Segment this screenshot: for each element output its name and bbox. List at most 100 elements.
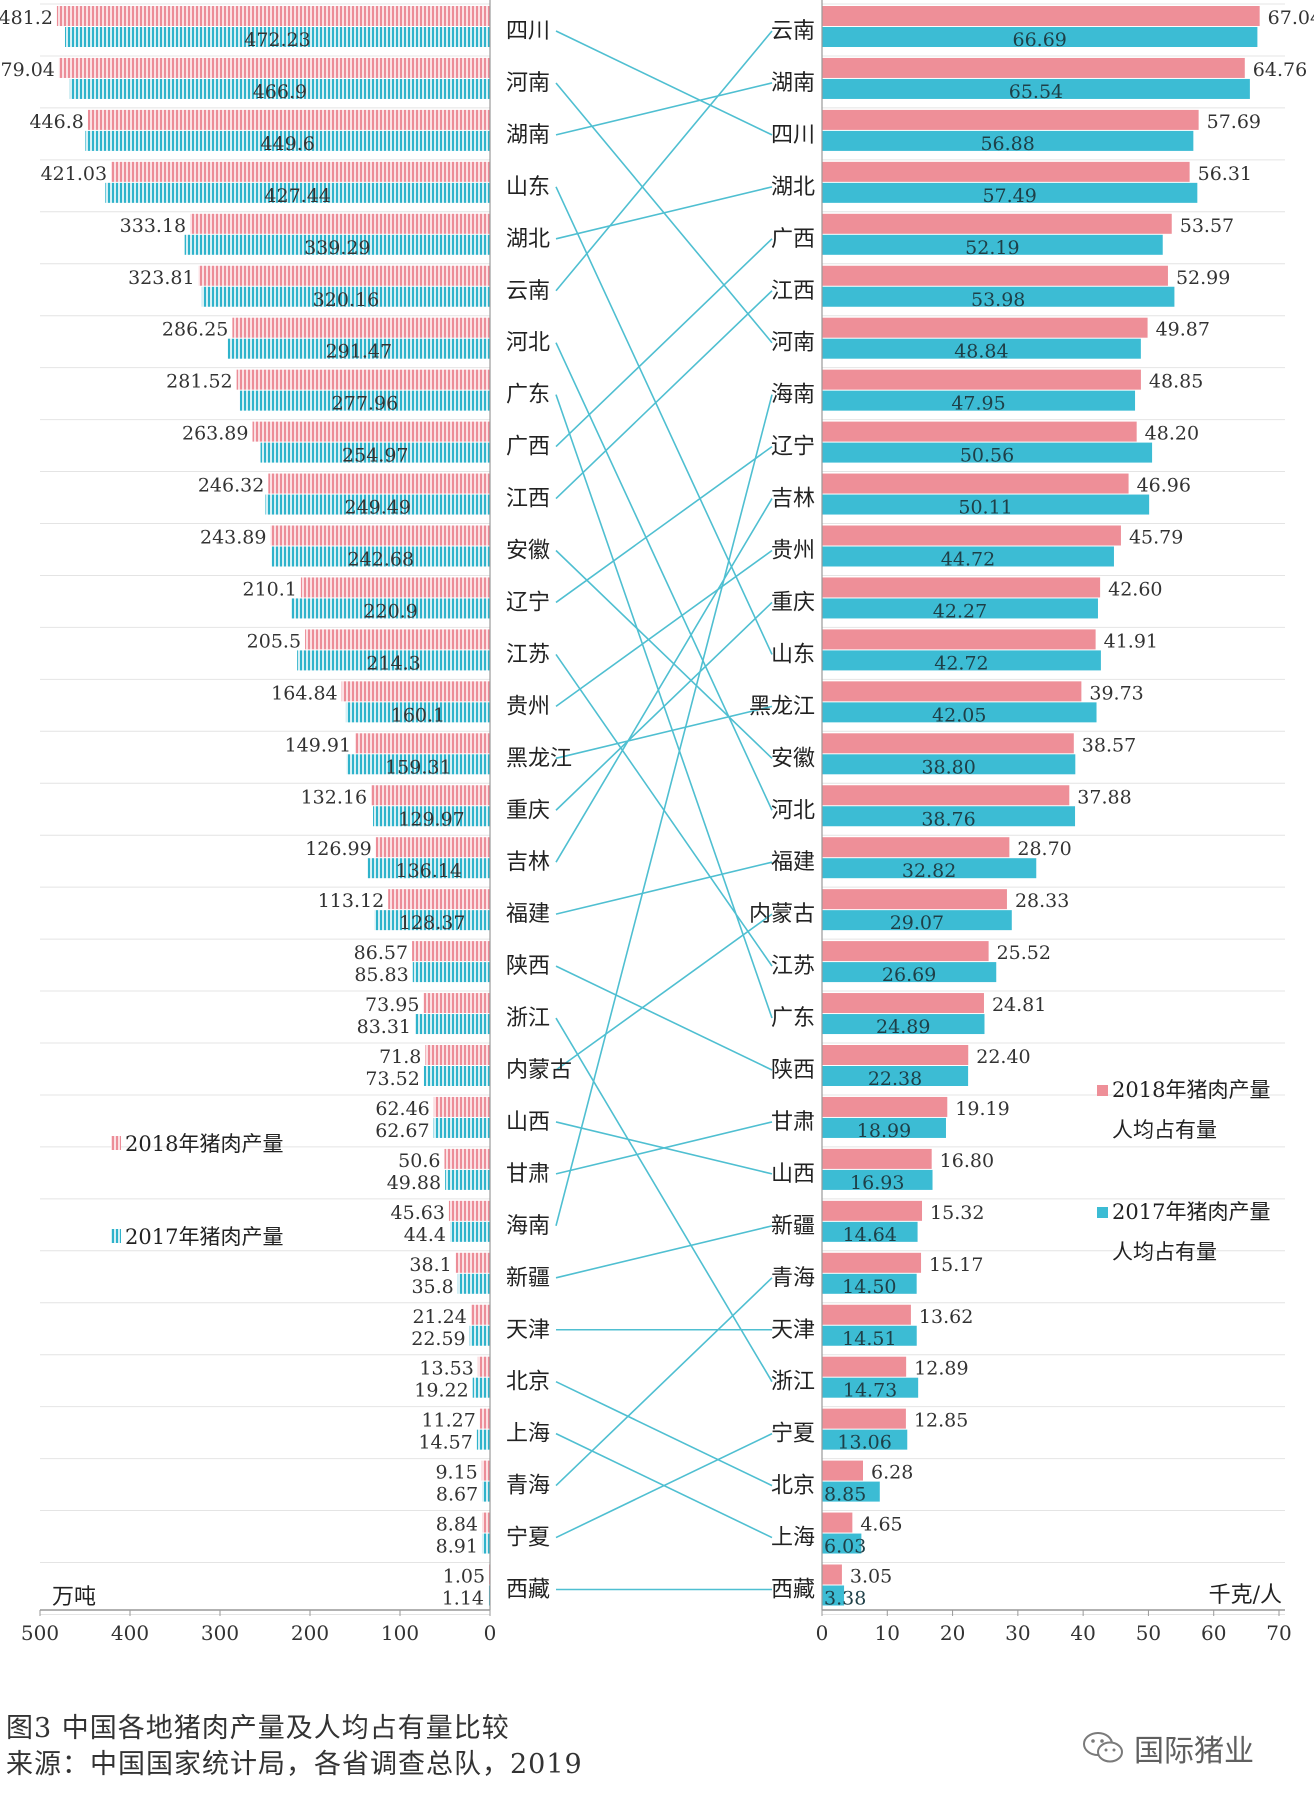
bar-2017-production [457, 1273, 490, 1294]
left-province-label: 陕西 [506, 954, 550, 979]
bar-2018-production [198, 265, 491, 286]
bar-2017-per-capita [822, 1533, 862, 1554]
value-label-2018-per-capita: 38.57 [1082, 734, 1136, 756]
value-label-2017-production: 22.59 [411, 1328, 465, 1350]
bar-2017-production [260, 442, 490, 463]
value-label-2017-production: 277.96 [332, 393, 398, 415]
bar-2017-per-capita [822, 598, 1098, 619]
value-label-2017-per-capita: 50.56 [960, 445, 1014, 467]
bar-2018-per-capita [822, 473, 1129, 494]
bar-2017-production [291, 598, 490, 619]
bar-2017-production [105, 182, 490, 203]
right-province-label: 四川 [771, 123, 815, 148]
right-province-label: 云南 [771, 19, 815, 44]
value-label-2017-production: 14.57 [418, 1432, 472, 1454]
left-province-label: 北京 [506, 1370, 550, 1395]
bar-2017-production [227, 338, 490, 359]
value-label-2018-per-capita: 22.40 [976, 1046, 1030, 1068]
left-province-label: 云南 [506, 279, 550, 304]
value-label-2017-per-capita: 6.03 [824, 1536, 866, 1558]
bar-2017-production [433, 1117, 490, 1138]
bar-2017-per-capita [822, 702, 1097, 723]
bar-2017-production [469, 1325, 490, 1346]
bar-2018-per-capita [822, 1252, 922, 1273]
value-label-2018-per-capita: 56.31 [1198, 163, 1252, 185]
bar-2017-per-capita [822, 1117, 946, 1138]
connector-line [555, 1121, 773, 1175]
value-label-2018-per-capita: 19.19 [955, 1098, 1009, 1120]
left-province-label: 西藏 [506, 1578, 550, 1603]
bar-2017-per-capita [822, 494, 1150, 515]
right-province-label: 河北 [771, 798, 815, 823]
value-label-2018-per-capita: 46.96 [1137, 475, 1191, 497]
bar-2018-production [479, 1408, 490, 1429]
bar-2018-per-capita [822, 1408, 906, 1429]
value-label-2018-production: 9.15 [435, 1462, 477, 1484]
right-x-tick-label: 20 [940, 1621, 965, 1645]
bar-2018-production [455, 1252, 490, 1273]
bar-2018-per-capita [822, 629, 1096, 650]
left-province-label: 山西 [506, 1110, 550, 1135]
connector-line [555, 394, 773, 1227]
value-label-2018-per-capita: 13.62 [919, 1306, 973, 1328]
bar-2018-production [423, 993, 490, 1014]
bar-2018-production [341, 681, 490, 702]
value-label-2018-per-capita: 48.20 [1145, 423, 1199, 445]
left-province-label: 宁夏 [506, 1526, 550, 1551]
value-label-2017-production: 73.52 [365, 1068, 419, 1090]
bar-2018-per-capita [822, 57, 1245, 78]
figure-caption: 图3 中国各地猪肉产量及人均占有量比较 [6, 1713, 510, 1744]
bar-2018-production [355, 733, 490, 754]
bar-2017-production [201, 286, 490, 307]
value-label-2017-production: 44.4 [404, 1224, 446, 1246]
value-label-2017-per-capita: 42.27 [933, 600, 987, 622]
right-province-label: 江西 [771, 279, 815, 304]
bar-2018-production [433, 1096, 490, 1117]
right-x-tick-label: 40 [1070, 1621, 1095, 1645]
right-unit-label: 千克/人 [1209, 1583, 1282, 1608]
connector-line [555, 913, 773, 1071]
bar-2017-production [69, 78, 490, 99]
bar-2017-per-capita [822, 1325, 917, 1346]
bar-2018-per-capita [822, 1045, 969, 1065]
value-label-2017-production: 242.68 [348, 549, 414, 571]
value-label-2018-per-capita: 25.52 [997, 942, 1051, 964]
value-label-2017-per-capita: 66.69 [1012, 29, 1066, 51]
bar-2017-per-capita [822, 910, 1012, 931]
value-label-2018-per-capita: 3.05 [850, 1566, 892, 1588]
value-label-2018-per-capita: 48.85 [1149, 371, 1203, 393]
value-label-2017-per-capita: 50.11 [958, 497, 1012, 519]
right-province-label: 吉林 [771, 487, 815, 512]
left-province-label: 浙江 [506, 1006, 550, 1031]
connector-line [555, 1017, 773, 1383]
bar-2018-per-capita [822, 109, 1199, 130]
bar-2017-production [374, 910, 490, 931]
bar-2018-per-capita [822, 1304, 911, 1325]
value-label-2018-per-capita: 37.88 [1077, 786, 1131, 808]
value-label-2017-per-capita: 42.72 [934, 652, 988, 674]
value-label-2018-per-capita: 39.73 [1089, 682, 1143, 704]
right-province-label: 山东 [771, 642, 815, 667]
bar-2018-production [388, 889, 490, 910]
legend-swatch-2017-per-capita [1097, 1207, 1108, 1218]
value-label-2018-production: 164.84 [271, 682, 337, 704]
value-label-2017-production: 83.31 [357, 1016, 411, 1038]
bar-2018-production [268, 473, 490, 494]
bar-2017-production [184, 234, 491, 255]
left-province-label: 江西 [506, 487, 550, 512]
bar-2017-per-capita [822, 27, 1258, 47]
legend-swatch-2017-production [111, 1229, 121, 1243]
connector-line [555, 498, 773, 863]
value-label-2017-per-capita: 65.54 [1009, 81, 1063, 103]
bar-2018-production [56, 6, 491, 26]
bar-2017-per-capita [822, 546, 1114, 567]
connector-line [555, 1225, 773, 1279]
bar-2018-production [375, 837, 490, 858]
value-label-2018-production: 323.81 [128, 267, 194, 289]
connector-line [555, 549, 773, 759]
value-label-2018-per-capita: 28.70 [1017, 838, 1071, 860]
right-x-tick-label: 30 [1005, 1621, 1030, 1645]
right-x-tick-label: 50 [1136, 1621, 1161, 1645]
value-label-2017-production: 339.29 [304, 237, 370, 259]
value-label-2018-production: 8.84 [436, 1514, 478, 1536]
